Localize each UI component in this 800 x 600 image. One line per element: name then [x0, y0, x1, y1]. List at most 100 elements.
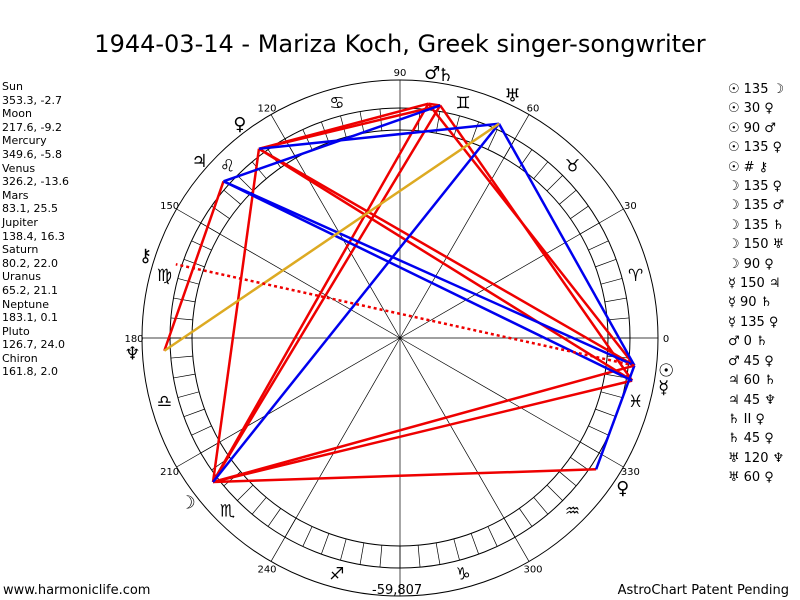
aspect-row: ♅ 120 ♆ — [728, 449, 788, 468]
aspect-angle: 90 — [743, 120, 761, 136]
degree-tick — [200, 441, 221, 454]
aspect-angle: 45 — [743, 431, 761, 447]
aspect-glyph: ☽ — [728, 256, 740, 272]
aspect-row: ♂ 45 ♀ — [728, 352, 788, 371]
aspect-glyph: ♂ — [764, 120, 776, 136]
degree-label: 240 — [257, 564, 276, 575]
aspect-glyph: ♀ — [764, 470, 774, 486]
aspect-line — [211, 104, 442, 483]
aspect-angle: 135 — [739, 314, 765, 330]
degree-tick — [251, 497, 267, 515]
planet-name-mercury: Mercury — [2, 134, 47, 148]
aspect-glyph: ♄ — [728, 411, 740, 427]
degree-tick — [223, 189, 241, 205]
aspect-line — [175, 263, 635, 367]
aspect-glyph: ☿ — [728, 314, 736, 330]
planet-name-sun: Sun — [2, 80, 23, 93]
aspect-glyph: ♀ — [755, 411, 765, 427]
aspect-row: ☽ 135 ♀ — [728, 177, 788, 196]
aspect-row: ☉ 135 ♀ — [728, 138, 788, 157]
aspect-row: ♃ 60 ♄ — [728, 371, 788, 390]
aspect-line — [212, 364, 635, 484]
aspect-glyph: ♂ — [728, 334, 740, 350]
planet-position-list: Sun 353.3, -2.7 Moon 217.6, -9.2 Mercury 349.… — [2, 80, 69, 379]
degree-tick — [570, 457, 589, 471]
degree-label: 60 — [527, 104, 540, 115]
aspect-glyph: ♅ — [772, 237, 785, 253]
aspect-glyph: ♀ — [772, 179, 783, 195]
aspect-angle: 45 — [743, 392, 761, 408]
planet-glyph-mars: ♂ — [424, 63, 440, 84]
aspect-glyph: ☽ — [772, 82, 785, 97]
aspect-glyph: ♀ — [764, 101, 774, 117]
zodiac-sign-glyph: ♏ — [220, 502, 235, 522]
degree-label: 210 — [160, 467, 179, 478]
aspect-angle: 30 — [743, 101, 761, 117]
footer-notice: AstroChart Patent Pending — [617, 583, 789, 598]
aspect-glyph: ☉ — [728, 82, 740, 97]
aspect-line — [223, 180, 635, 367]
degree-tick — [251, 161, 267, 179]
aspect-glyph: ♆ — [772, 450, 785, 466]
aspect-angle: 120 — [743, 450, 769, 466]
aspect-line — [222, 180, 633, 382]
aspect-row: ♂ 0 ♄ — [728, 332, 788, 351]
aspect-glyph: ♃ — [728, 392, 740, 408]
degree-label: 120 — [257, 104, 276, 115]
degree-tick — [559, 189, 577, 205]
chart-title: 1944-03-14 - Mariza Koch, Greek singer-s… — [94, 30, 706, 58]
zodiac-sign-glyph: ♒ — [565, 502, 580, 522]
degree-tick — [284, 517, 297, 538]
degree-tick — [604, 297, 627, 303]
degree-tick — [546, 484, 563, 501]
aspect-glyph: ♄ — [764, 373, 776, 389]
degree-tick — [595, 408, 617, 417]
aspect-glyph: ♀ — [764, 256, 774, 272]
aspect-glyph: ♆ — [764, 392, 776, 408]
planet-name-pluto: Pluto — [2, 324, 30, 338]
aspect-line — [163, 122, 500, 352]
zodiac-sign-glyph: ♌ — [220, 156, 235, 176]
degree-tick — [302, 526, 313, 547]
aspect-line — [258, 147, 636, 367]
degree-tick — [237, 484, 254, 501]
planet-pos-mars: 83.1, 25.5 — [2, 202, 58, 216]
aspect-line — [212, 122, 500, 483]
planet-name-venus: Venus — [2, 161, 36, 175]
aspect-glyph: ☉ — [728, 101, 740, 117]
degree-tick — [321, 533, 330, 555]
degree-tick — [417, 545, 421, 568]
aspect-row: ☿ 150 ♃ — [728, 274, 788, 293]
aspect-row: ☽ 90 ♀ — [728, 255, 788, 274]
planet-pos-pluto: 126.7, 24.0 — [2, 338, 65, 352]
degree-label: 30 — [624, 201, 637, 212]
planet-name-saturn: Saturn — [2, 243, 39, 257]
aspect-glyph: ♂ — [772, 198, 785, 214]
aspect-row: ☉ 90 ♂ — [728, 119, 788, 138]
degree-tick — [170, 355, 193, 359]
aspect-glyph: ☉ — [728, 140, 740, 156]
degree-tick — [600, 391, 623, 398]
degree-tick — [503, 138, 516, 159]
degree-tick — [533, 497, 549, 515]
aspect-glyph: ♅ — [728, 470, 740, 486]
planet-glyph-venus: ♀ — [616, 478, 629, 499]
degree-tick — [470, 533, 479, 555]
aspect-angle: 135 — [743, 198, 769, 214]
aspect-glyph: ♂ — [728, 353, 740, 369]
zodiac-sign-glyph: ♈ — [628, 266, 643, 286]
degree-tick — [453, 538, 460, 561]
aspect-angle: 150 — [743, 237, 769, 253]
planet-pos-jupiter: 138.4, 16.3 — [2, 229, 65, 243]
aspect-glyph: ☽ — [728, 217, 740, 233]
degree-tick — [435, 542, 441, 565]
degree-tick — [487, 129, 498, 150]
aspect-row: ♅ 60 ♀ — [728, 468, 788, 487]
aspect-line — [163, 180, 225, 352]
degree-tick — [600, 278, 623, 285]
aspect-angle: 60 — [743, 373, 761, 389]
degree-tick — [533, 161, 549, 179]
degree-tick — [579, 222, 600, 235]
degree-tick — [340, 538, 347, 561]
